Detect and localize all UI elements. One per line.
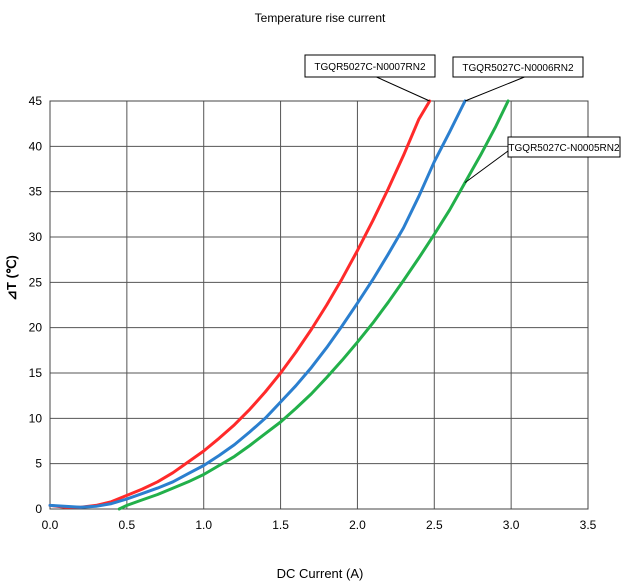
chart-title: Temperature rise current [255, 11, 386, 25]
callouts: TGQR5027C-N0007RN2 TGQR5027C-N0006RN2 TGQR… [304, 54, 621, 184]
series-lines [48, 99, 510, 511]
x-tick-label: 2.0 [349, 518, 366, 532]
x-tick-label: 1.0 [195, 518, 212, 532]
y-tick-label: 20 [29, 321, 43, 335]
series-line-2 [48, 99, 467, 509]
series-line-1 [48, 99, 432, 509]
callout-leader [464, 150, 509, 184]
x-tick-label: 0.5 [119, 518, 136, 532]
grid [49, 100, 589, 510]
y-tick-label: 45 [29, 94, 43, 108]
x-tick-label: 3.0 [503, 518, 520, 532]
callout-label: TGQR5027C-N0005RN2 [508, 143, 620, 154]
series-line-3 [117, 99, 510, 511]
x-axis-label: DC Current (A) [277, 566, 364, 581]
callout-box [452, 56, 584, 78]
x-tick-label: 0.0 [42, 518, 59, 532]
y-tick-label: 40 [29, 139, 43, 153]
y-tick-label: 30 [29, 230, 43, 244]
callout-label: TGQR5027C-N0007RN2 [314, 62, 426, 73]
x-tick-label: 1.5 [272, 518, 289, 532]
tick-labels: 0.0 0.5 1.0 1.5 2.0 2.5 3.0 3.5 0 5 10 15 20 25 30 35 40… [29, 94, 597, 532]
y-axis-label: ⊿T (℃) [4, 255, 19, 301]
callout-1: TGQR5027C-N0007RN2 [304, 54, 436, 102]
y-tick-label: 10 [29, 411, 43, 425]
x-tick-label: 2.5 [426, 518, 443, 532]
callout-box [507, 136, 621, 158]
y-tick-label: 35 [29, 185, 43, 199]
callout-leader [464, 76, 525, 102]
y-tick-label: 5 [35, 457, 42, 471]
callout-2: TGQR5027C-N0006RN2 [452, 56, 584, 102]
plot-frame [49, 100, 589, 510]
callout-box [304, 54, 436, 78]
callout-leader [376, 76, 430, 102]
x-tick-label: 3.5 [580, 518, 597, 532]
y-tick-label: 0 [35, 502, 42, 516]
callout-label: TGQR5027C-N0006RN2 [462, 63, 574, 74]
callout-3: TGQR5027C-N0005RN2 [464, 136, 621, 184]
y-tick-label: 25 [29, 275, 43, 289]
y-tick-label: 15 [29, 366, 43, 380]
